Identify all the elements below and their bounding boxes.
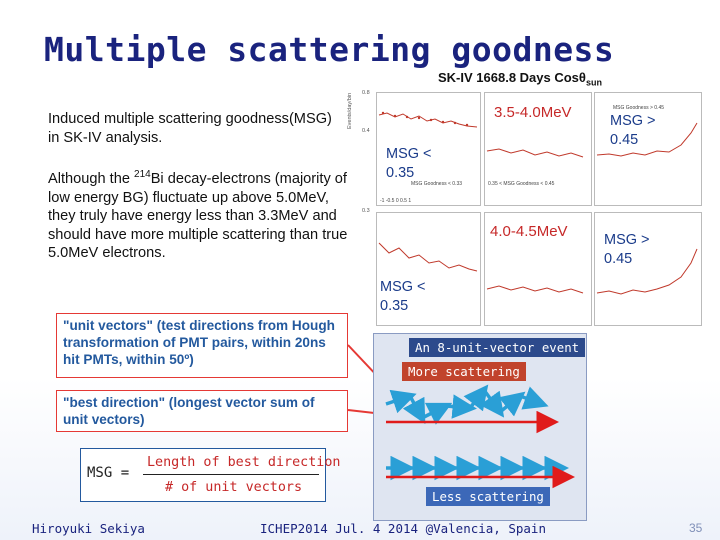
y-axis-label-area: Events/day/bin 0.8 0.4 0.3 [347, 88, 370, 318]
intro-paragraph: Induced multiple scattering goodness(MSG… [48, 111, 332, 146]
fraction-bar [143, 474, 319, 475]
footer-author: Hiroyuki Sekiya [32, 521, 145, 536]
msg-cut-label-r1-right: MSG > 0.45 [610, 113, 656, 148]
event-display: An 8-unit-vector event More scattering L… [373, 333, 587, 521]
msg-formula-numerator: Length of best direction [147, 455, 341, 470]
plot-panel-r1-c3: MSG Goodness > 0.45 [594, 92, 702, 206]
plot-panel-r2-c3 [594, 212, 702, 326]
less-scattering-tag: Less scattering [426, 487, 550, 506]
plot-r1-c1-svg: MSG Goodness < 0.33 -1 -0.5 0 0.5 1 [378, 111, 478, 204]
event-title-tag: An 8-unit-vector event [409, 338, 586, 357]
energy-bin-label-row1: 3.5-4.0MeV [494, 104, 572, 121]
plot-r1-c2-svg: 0.35 < MSG Goodness < 0.45 [486, 148, 584, 187]
unit-vectors-callout: "unit vectors" (test directions from Hou… [56, 313, 348, 378]
page-title: Multiple scattering goodness [44, 30, 615, 69]
msg-formula-box: MSG = Length of best direction # of unit… [80, 448, 340, 502]
best-direction-callout: "best direction" (longest vector sum of … [56, 390, 348, 432]
bi-paragraph-rest: Bi decay-electrons (majority of low ener… [48, 171, 348, 261]
plot-panel-r2-c2 [484, 212, 592, 326]
msg-cut-label-r2-right: MSG > 0.45 [604, 232, 650, 267]
msg-formula-lhs: MSG = [87, 465, 130, 481]
plot-r2-c2-svg [486, 285, 584, 294]
bi-paragraph: Although the 214Bi decay-electrons (majo… [48, 170, 358, 263]
tiny-right-label: MSG Goodness > 0.45 [613, 105, 664, 111]
plot-header-sub: sun [585, 77, 602, 88]
y-axis-label: Events/day/bin [347, 92, 354, 130]
plot-header-theta: θ [578, 70, 586, 85]
bi-isotope-number: 214 [134, 169, 151, 181]
plot-panel-r1-c1: MSG Goodness < 0.33 -1 -0.5 0 0.5 1 [376, 92, 481, 206]
more-scattering-tag: More scattering [402, 362, 526, 381]
plot-panel-r1-c2: 0.35 < MSG Goodness < 0.45 [484, 92, 592, 206]
tiny-mid-label: 0.35 < MSG Goodness < 0.45 [488, 181, 555, 187]
y-tick-03: 0.3 [362, 208, 370, 214]
plot-panel-r2-c1 [376, 212, 481, 326]
plot-header-prefix: SK-IV 1668.8 Days Cos [438, 70, 579, 85]
energy-bin-label-row2: 4.0-4.5MeV [490, 223, 568, 240]
scattered-unit-vectors [385, 384, 549, 425]
plot-r2-c1-svg [378, 242, 478, 272]
event-display-svg [385, 384, 575, 489]
tiny-axis-label-1: -1 -0.5 0 0.5 1 [380, 198, 411, 204]
tiny-left-label: MSG Goodness < 0.33 [411, 181, 462, 187]
y-tick-04: 0.4 [362, 128, 370, 134]
bi-paragraph-start: Although the [48, 171, 135, 187]
msg-formula-denominator: # of unit vectors [165, 480, 303, 495]
plot-r1-c3-svg: MSG Goodness > 0.45 [596, 105, 698, 157]
plot-header: SK-IV 1668.8 Days Cosθsun [438, 70, 602, 88]
msg-cut-label-r2-left: MSG < 0.35 [380, 279, 426, 314]
page-number: 35 [689, 521, 703, 535]
msg-cut-label-r1-left: MSG < 0.35 [386, 146, 432, 181]
footer-conference: ICHEP2014 Jul. 4 2014 @Valencia, Spain [260, 521, 546, 536]
plot-r2-c3-svg [596, 248, 698, 295]
y-tick-08: 0.8 [362, 90, 370, 96]
